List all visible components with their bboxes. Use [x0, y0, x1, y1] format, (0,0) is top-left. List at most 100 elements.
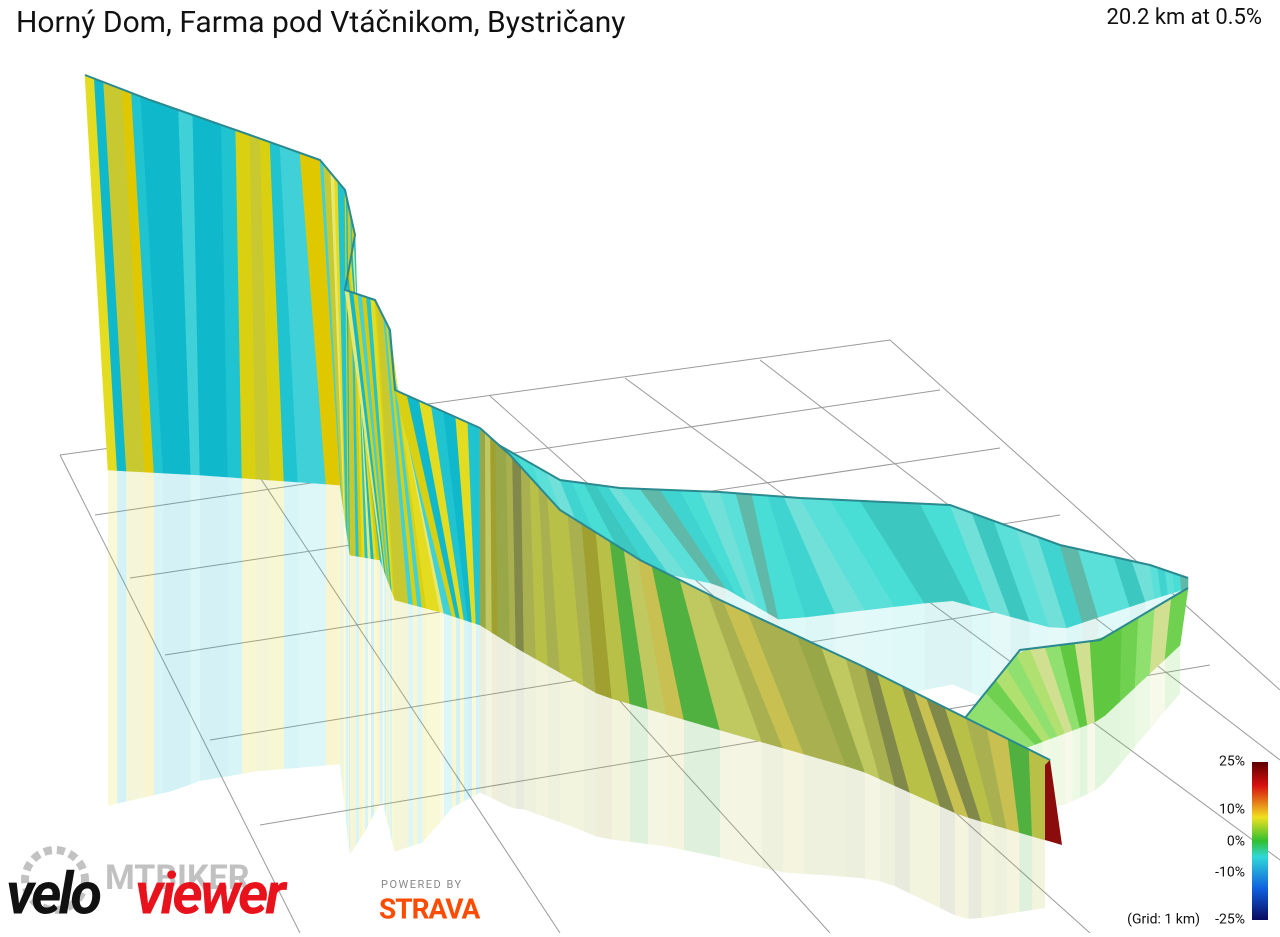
ribbon-reflection — [349, 548, 350, 855]
ribbon-reflection — [448, 614, 452, 813]
ribbon-reflection — [135, 471, 145, 800]
legend-label: 25% — [1219, 754, 1245, 770]
strava-logo: STRAVA — [379, 892, 481, 925]
ribbon-edge — [489, 439, 1189, 579]
ribbon-reflection — [312, 483, 326, 767]
ribbon-reflection — [1057, 733, 1065, 806]
ribbon-reflection — [298, 482, 312, 768]
ribbon-end — [1045, 760, 1062, 845]
ribbon-reflection — [524, 652, 536, 814]
ribbon-reflection — [925, 799, 940, 908]
ribbon-reflection — [284, 481, 298, 770]
ribbon-reflection — [172, 473, 182, 791]
ribbon-reflection — [389, 584, 391, 836]
ribbon-reflection — [256, 479, 270, 772]
ribbon-reflection — [476, 623, 480, 795]
ribbon-reflection — [371, 558, 374, 821]
ribbon-reflection — [386, 576, 388, 823]
ribbon-reflection — [404, 602, 409, 849]
ribbon-reflection — [972, 606, 992, 702]
ribbon-reflection — [452, 615, 456, 808]
gradient-legend-bar — [1252, 762, 1268, 920]
ribbon-reflection — [741, 736, 762, 868]
ribbon-reflection — [548, 665, 560, 823]
ribbon-reflection — [1065, 730, 1073, 805]
ribbon-reflection — [270, 480, 284, 771]
ribbon-reflection — [1087, 721, 1095, 795]
ribbon-reflection — [350, 555, 353, 855]
ribbon-reflection — [1080, 724, 1088, 798]
ribbon-reflection — [492, 632, 498, 802]
ribbon-reflection — [968, 817, 982, 919]
ribbon-reflection — [880, 779, 895, 887]
ribbon-reflection — [343, 506, 344, 803]
ribbon-reflection — [612, 698, 630, 842]
ribbon-reflection — [431, 609, 436, 833]
ribbon-reflection — [387, 580, 389, 830]
ribbon-reflection — [154, 472, 164, 796]
ribbon-reflection — [1105, 701, 1120, 783]
ribbon-reflection — [347, 534, 348, 840]
ribbon-reflection — [940, 806, 955, 916]
ribbon-reflection — [392, 592, 394, 848]
ribbon-reflection — [924, 600, 953, 690]
ribbon-reflection — [804, 754, 825, 876]
ribbon-reflection — [472, 622, 476, 797]
ribbon-reflection — [783, 748, 804, 874]
watermark-gear — [21, 846, 89, 914]
ribbon-reflection — [1095, 715, 1105, 791]
ribbon-reflection — [163, 473, 173, 794]
ribbon-reflection — [345, 520, 346, 821]
ribbon-reflection — [435, 610, 440, 828]
ribbon-section — [479, 427, 1051, 919]
ribbon-reflection — [480, 625, 486, 796]
watermark: MTBIKER — [105, 858, 250, 898]
ribbon-reflection — [359, 556, 362, 841]
ribbon-reflection — [214, 476, 228, 779]
ribbon-reflection — [422, 607, 427, 843]
ribbon-section — [84, 74, 481, 855]
ribbon-reflection — [702, 724, 720, 858]
ribbon-reflection — [1135, 673, 1150, 747]
ribbon-reflection — [356, 556, 359, 846]
ribbon-reflection — [456, 617, 460, 806]
ribbon-reflection — [994, 825, 1007, 916]
ribbon-reflection — [108, 470, 118, 806]
ribbon-reflection — [460, 618, 464, 804]
ribbon-reflection — [341, 492, 342, 784]
ribbon-reflection — [895, 785, 910, 894]
ribbon-reflection — [510, 643, 516, 809]
ribbon-reflection — [242, 478, 256, 774]
ribbon-reflection — [413, 604, 418, 846]
ribbon-reflection — [346, 527, 347, 831]
logo-viewer: viewer — [135, 860, 288, 928]
ribbon-reflection — [326, 484, 340, 766]
legend-label: -25% — [1215, 912, 1245, 928]
ribbon-reflection — [365, 557, 368, 832]
ribbon-reflection — [486, 628, 492, 799]
legend-label: -10% — [1215, 865, 1245, 881]
ribbon-reflection — [381, 564, 383, 805]
ribbon-reflection — [377, 559, 380, 809]
ribbon-reflection — [426, 608, 431, 838]
ribbon-reflection — [516, 647, 524, 810]
ribbon-edge — [84, 74, 481, 429]
ribbon-edge — [964, 587, 1189, 719]
ribbon-reflection — [117, 470, 127, 804]
ribbon-reflection — [910, 792, 925, 901]
ribbon-reflection — [408, 603, 413, 848]
ribbon-reflection — [630, 703, 648, 845]
ribbon-reflection — [342, 499, 343, 793]
ribbon-reflection — [1165, 645, 1180, 712]
ribbon-reflection — [572, 679, 584, 832]
ribbon-reflection — [440, 612, 444, 823]
ribbon-reflection — [825, 760, 846, 877]
ribbon-reflection — [648, 709, 666, 847]
powered-by: POWERED BY — [381, 878, 463, 891]
elevation-ribbon — [84, 74, 1189, 919]
ribbon-reflection — [1072, 727, 1080, 802]
legend-label: 0% — [1227, 834, 1245, 850]
ribbon-reflection — [504, 640, 510, 808]
